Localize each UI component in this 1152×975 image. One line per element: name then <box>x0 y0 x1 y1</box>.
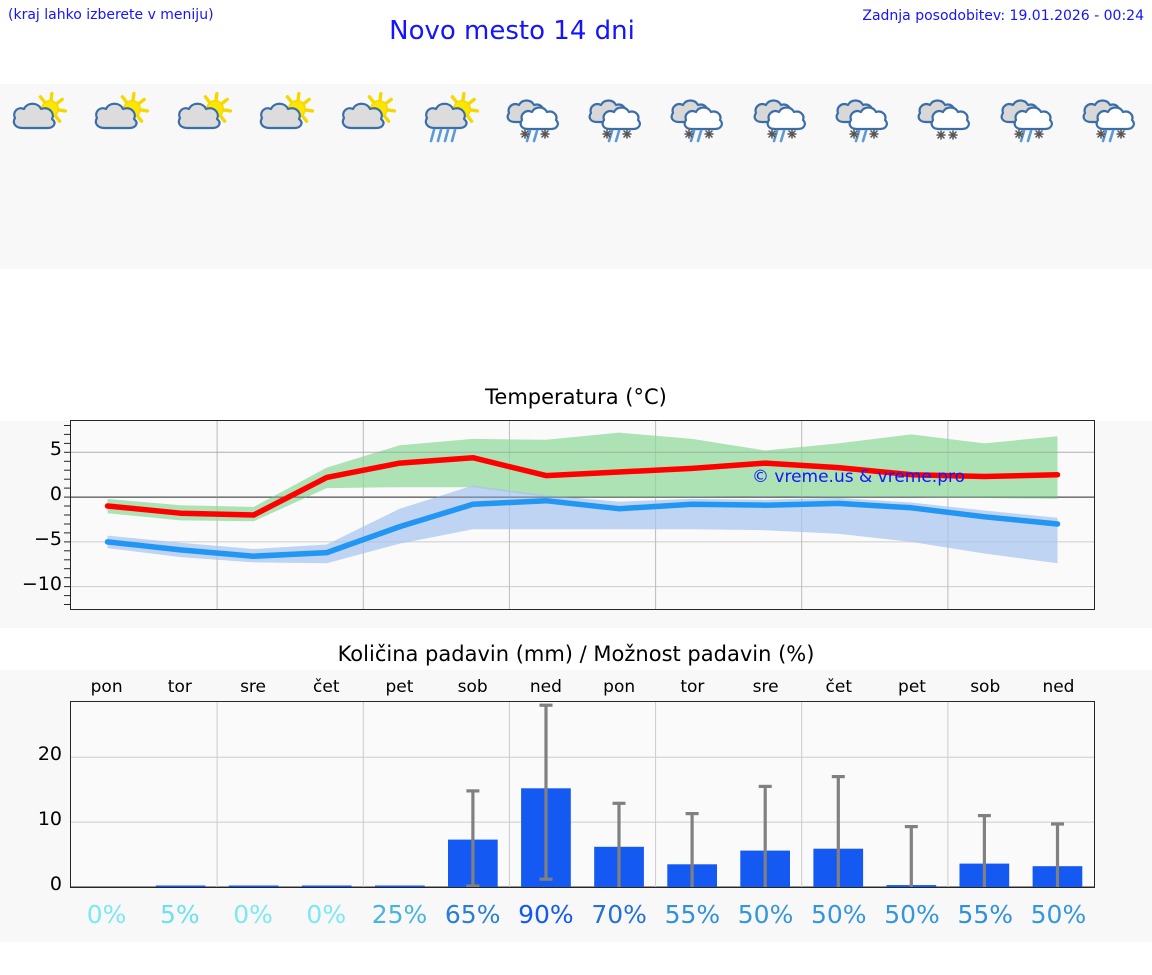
precipitation-day-label: pon <box>603 677 636 697</box>
sun-cloud-icon <box>9 92 73 144</box>
precipitation-probability-label: 50% <box>884 900 940 929</box>
day-column-29.01[interactable] <box>823 84 905 269</box>
precipitation-y-tick: 0 <box>49 873 62 895</box>
menu-hint-text[interactable]: (kraj lahko izberete v meniju) <box>8 7 214 23</box>
temperature-plot-area <box>70 420 1095 610</box>
page-header: (kraj lahko izberete v meniju) Novo mest… <box>0 0 1152 62</box>
cloud-rain-snow-icon <box>585 92 649 144</box>
page-title: Novo mesto 14 dni <box>389 16 635 46</box>
day-column-31.01[interactable] <box>987 84 1069 269</box>
precipitation-day-label: tor <box>167 677 192 697</box>
day-column-20.01[interactable] <box>82 84 164 269</box>
precipitation-probability-label: 55% <box>957 900 1014 929</box>
copyright-watermark: © vreme.us & vreme.pro <box>752 467 966 487</box>
precipitation-probability-label: 65% <box>444 900 501 929</box>
sun-cloud-icon <box>174 92 238 144</box>
precipitation-probability-label: 50% <box>1030 900 1087 929</box>
sun-cloud-icon <box>91 92 155 144</box>
precipitation-probability-label: 70% <box>591 900 647 929</box>
precipitation-day-label: pet <box>898 677 926 697</box>
day-column-21.01[interactable] <box>165 84 247 269</box>
precipitation-day-label: sob <box>970 677 1001 697</box>
temperature-y-tick: 0 <box>49 483 62 506</box>
sun-cloud-rain-icon <box>421 92 485 144</box>
cloud-snow-icon <box>914 92 978 144</box>
precipitation-probability-label: 0% <box>86 900 127 929</box>
precipitation-chart-title: Količina padavin (mm) / Možnost padavin … <box>337 642 815 666</box>
precipitation-probability-label: 50% <box>811 900 867 929</box>
cloud-rain-snow-icon <box>997 92 1061 144</box>
precipitation-day-label: sre <box>752 677 779 697</box>
precipitation-day-label: ned <box>1042 677 1075 697</box>
temperature-plot-svg <box>71 421 1094 609</box>
daily-forecast-strip <box>0 84 1152 269</box>
precipitation-day-label: pet <box>385 677 414 697</box>
precipitation-probability-label: 5% <box>159 900 200 929</box>
cloud-rain-snow-icon <box>832 92 896 144</box>
precipitation-probability-label: 0% <box>233 900 273 929</box>
precipitation-day-label: tor <box>680 677 705 697</box>
temperature-y-tick: −10 <box>21 572 62 595</box>
precipitation-probability-label: 90% <box>518 900 574 929</box>
precipitation-day-labels: pon tor sre čet pet sob ned pon tor sre čet pet sob n… <box>70 676 1095 698</box>
cloud-rain-snow-icon <box>667 92 731 144</box>
temperature-chart-title: Temperatura (°C) <box>485 385 667 409</box>
precipitation-plot-svg <box>71 702 1094 887</box>
precipitation-y-tick: 10 <box>37 808 62 831</box>
day-column-22.01[interactable] <box>247 84 329 269</box>
cloud-rain-snow-icon <box>750 92 814 144</box>
day-column-23.01[interactable] <box>329 84 411 269</box>
day-column-24.01[interactable] <box>411 84 493 269</box>
precipitation-probability-label: 50% <box>737 900 794 929</box>
day-column-27.01[interactable] <box>658 84 740 269</box>
precipitation-probability-label: 55% <box>664 900 721 929</box>
sun-cloud-icon <box>338 92 402 144</box>
precipitation-day-label: čet <box>825 677 853 697</box>
precipitation-plot-area <box>70 701 1095 888</box>
precipitation-y-tick: 20 <box>37 743 62 766</box>
cloud-rain-snow-icon <box>503 92 567 144</box>
temperature-y-tick: 5 <box>49 438 62 461</box>
day-column-19.01[interactable] <box>0 84 82 269</box>
day-column-26.01[interactable] <box>576 84 658 269</box>
day-column-25.01[interactable] <box>494 84 576 269</box>
precipitation-day-label: čet <box>313 677 340 697</box>
precipitation-probability-row: 0% 5% 0% 0% 25% 65% 90% 70% 55% 50% 50% 50% 55% 50% <box>70 897 1095 933</box>
precipitation-day-label: sob <box>457 677 488 697</box>
day-column-30.01[interactable] <box>905 84 987 269</box>
day-column-01.02[interactable] <box>1070 84 1152 269</box>
sun-cloud-icon <box>256 92 320 144</box>
precipitation-probability-label: 25% <box>371 900 428 929</box>
temperature-y-tick: −5 <box>33 527 62 550</box>
day-column-28.01[interactable] <box>741 84 823 269</box>
precipitation-day-label: ned <box>529 677 562 697</box>
last-updated-text: Zadnja posodobitev: 19.01.2026 - 00:24 <box>862 8 1144 24</box>
temperature-axis-ticks <box>64 420 70 610</box>
precipitation-probability-label: 0% <box>306 900 347 929</box>
cloud-rain-snow-icon <box>1079 92 1143 144</box>
precipitation-day-label: sre <box>240 677 267 697</box>
precipitation-day-label: pon <box>90 677 123 697</box>
